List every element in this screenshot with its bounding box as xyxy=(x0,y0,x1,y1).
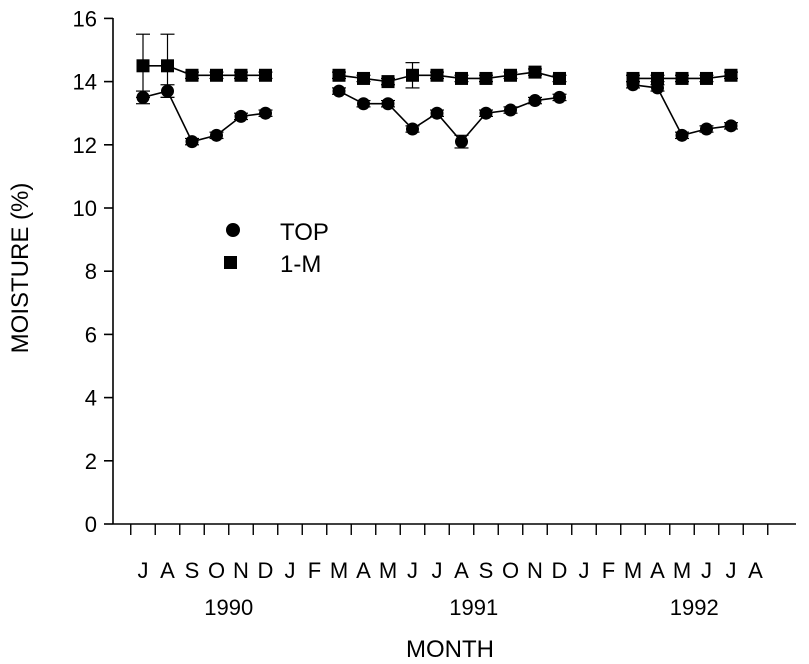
data-point xyxy=(455,135,468,149)
x-tick-label: D xyxy=(258,558,274,583)
year-label: 1990 xyxy=(204,595,253,620)
data-point xyxy=(406,122,419,136)
data-point xyxy=(479,106,493,120)
x-tick-label: F xyxy=(308,558,321,583)
data-point xyxy=(259,68,272,82)
x-tick-label: S xyxy=(479,558,494,583)
series-line xyxy=(632,83,732,137)
series-top xyxy=(136,78,738,149)
x-tick-label: O xyxy=(208,558,225,583)
x-tick-label: A xyxy=(454,558,469,583)
x-tick-label: M xyxy=(330,558,348,583)
x-tick-label: J xyxy=(726,558,737,583)
data-point xyxy=(455,71,468,85)
x-tick-label: A xyxy=(356,558,371,583)
x-tick-label: J xyxy=(432,558,443,583)
legend-1m-label: 1-M xyxy=(280,251,321,278)
y-tick-label: 16 xyxy=(73,6,97,31)
x-tick-label: F xyxy=(602,558,615,583)
y-tick-label: 10 xyxy=(73,196,97,221)
y-tick-label: 8 xyxy=(85,259,97,284)
data-point xyxy=(210,68,223,82)
data-point xyxy=(381,75,395,89)
data-point xyxy=(504,103,517,117)
data-point xyxy=(504,68,517,82)
x-tick-label: A xyxy=(748,558,763,583)
legend: TOP 1-M xyxy=(224,219,329,278)
x-tick-label: J xyxy=(138,558,149,583)
legend-1m-marker xyxy=(224,256,237,269)
legend-top-marker xyxy=(226,223,240,237)
legend-top-label: TOP xyxy=(280,219,329,246)
series-line xyxy=(338,71,560,83)
x-tick-label: O xyxy=(502,558,519,583)
x-tick-label: N xyxy=(233,558,249,583)
data-point xyxy=(430,68,444,82)
y-ticks: 0 2 4 6 8 10 12 14 16 xyxy=(73,6,113,537)
y-tick-label: 14 xyxy=(73,70,97,95)
data-point xyxy=(675,128,689,142)
x-tick-label: M xyxy=(673,558,691,583)
data-point xyxy=(700,71,713,85)
x-axis-title: MONTH xyxy=(406,636,494,663)
data-point xyxy=(651,71,664,85)
x-tick-label: M xyxy=(624,558,642,583)
data-point xyxy=(626,71,640,85)
data-point xyxy=(210,128,223,142)
data-point xyxy=(724,68,738,82)
x-tick-label: A xyxy=(650,558,665,583)
data-point xyxy=(724,119,738,133)
y-tick-label: 0 xyxy=(85,512,97,537)
x-tick-label: A xyxy=(160,558,175,583)
x-tick-label: J xyxy=(285,558,296,583)
data-point xyxy=(430,106,444,120)
data-point xyxy=(553,90,566,104)
x-tick-label: M xyxy=(379,558,397,583)
data-point xyxy=(357,71,370,85)
data-point xyxy=(553,71,566,85)
x-tick-label: S xyxy=(185,558,200,583)
y-axis-title: MOISTURE (%) xyxy=(7,183,34,354)
data-point xyxy=(406,68,419,82)
y-tick-label: 4 xyxy=(85,386,97,411)
data-point xyxy=(332,84,346,98)
series-line xyxy=(338,90,560,143)
y-tick-label: 12 xyxy=(73,133,97,158)
data-point xyxy=(234,68,248,82)
y-tick-label: 2 xyxy=(85,449,97,474)
series-1-m xyxy=(136,33,738,99)
data-point xyxy=(259,106,272,120)
data-point xyxy=(528,65,542,79)
x-tick-label: D xyxy=(552,558,568,583)
data-point xyxy=(700,122,713,136)
x-tick-label: N xyxy=(527,558,543,583)
data-point xyxy=(528,94,542,108)
data-point xyxy=(381,97,395,111)
data-point xyxy=(357,97,370,111)
year-label: 1991 xyxy=(449,595,498,620)
data-point xyxy=(234,109,248,123)
data-point xyxy=(675,71,689,85)
data-point xyxy=(161,59,174,73)
year-label: 1992 xyxy=(670,595,719,620)
y-tick-label: 6 xyxy=(85,322,97,347)
data-point xyxy=(185,135,199,149)
x-tick-label: J xyxy=(407,558,418,583)
series-layer xyxy=(136,33,738,149)
x-tick-label: J xyxy=(701,558,712,583)
data-point xyxy=(332,68,346,82)
data-point xyxy=(479,71,493,85)
data-point xyxy=(136,59,150,73)
axes xyxy=(112,18,796,525)
data-point xyxy=(185,68,199,82)
x-tick-label: J xyxy=(579,558,590,583)
